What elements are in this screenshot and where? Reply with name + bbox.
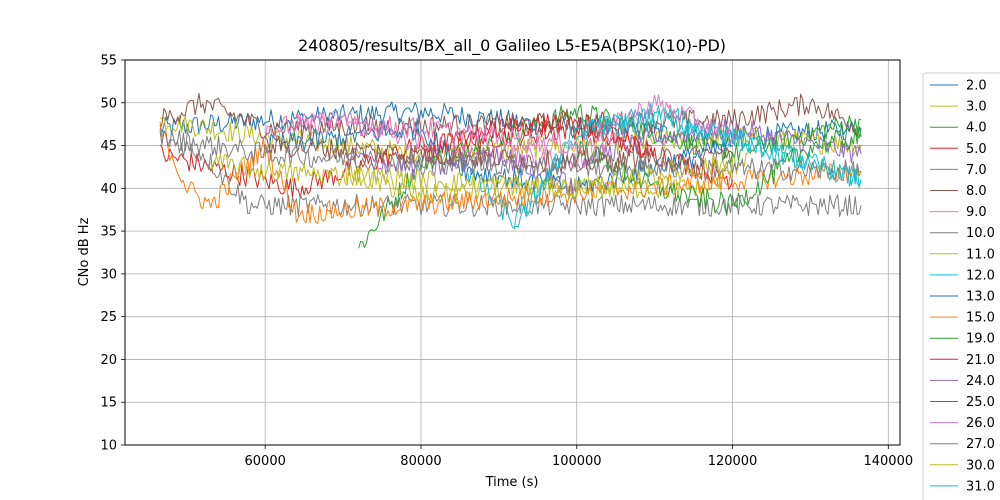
legend-entry-label: 8.0 (966, 184, 987, 199)
legend-entry-label: 24.0 (966, 374, 995, 389)
x-tick-label: 100000 (552, 454, 602, 469)
y-tick-label: 15 (100, 396, 117, 411)
chart-title: 240805/results/BX_all_0 Galileo L5-E5A(B… (298, 36, 726, 56)
legend-entry-label: 4.0 (966, 121, 987, 136)
y-tick-label: 55 (100, 54, 117, 69)
series-line-19.0 (576, 125, 862, 215)
legend-entry-label: 5.0 (966, 142, 987, 157)
series-line-4.0 (358, 104, 862, 249)
legend-entry-label: 2.0 (966, 79, 987, 94)
y-tick-label: 10 (100, 439, 117, 454)
legend-entry-label: 15.0 (966, 311, 995, 326)
x-axis-label: Time (s) (485, 475, 539, 490)
legend-entry-label: 31.0 (966, 479, 995, 494)
series-line-21.0 (420, 109, 655, 162)
legend-entry-label: 11.0 (966, 247, 995, 262)
legend-entry-label: 7.0 (966, 163, 987, 178)
legend-entry-label: 25.0 (966, 395, 995, 410)
series-line-31.0 (514, 108, 862, 228)
x-tick-label: 140000 (863, 454, 913, 469)
series-line-8.0 (159, 93, 862, 140)
y-tick-label: 50 (100, 96, 117, 111)
ticks: 60000 80000 100000 120000 140000 10 15 20 25 30 35… (100, 54, 913, 470)
series-line-26.0 (295, 94, 733, 154)
y-tick-label: 35 (100, 225, 117, 240)
y-tick-label: 45 (100, 139, 117, 154)
legend: 2.0 3.0 4.0 5.0 7.0 8.0 9.0 10.0 11.0 12.0 13.0 15.… (922, 72, 1000, 500)
series-line-30.0 (210, 153, 733, 200)
legend-entry-label: 9.0 (966, 205, 987, 220)
legend-entry-label: 12.0 (966, 268, 995, 283)
y-tick-label: 40 (100, 182, 117, 197)
series-layer (159, 93, 862, 249)
legend-entry-label: 19.0 (966, 332, 995, 347)
x-tick-label: 60000 (245, 454, 286, 469)
legend-entry-label: 13.0 (966, 290, 995, 305)
legend-entry-label: 30.0 (966, 458, 995, 473)
plot-frame (124, 59, 901, 446)
series-line-27.0 (159, 129, 862, 183)
y-tick-label: 30 (100, 267, 117, 282)
y-axis-label: CNo dB Hz (77, 217, 92, 286)
x-tick-label: 80000 (400, 454, 441, 469)
legend-entry-label: 3.0 (966, 100, 987, 115)
series-line-15.0 (159, 121, 862, 224)
legend-entry-label: 27.0 (966, 437, 995, 452)
series-line-25.0 (264, 135, 733, 174)
legend-entry-label: 21.0 (966, 353, 995, 368)
x-tick-label: 120000 (708, 454, 758, 469)
legend-entry-label: 26.0 (966, 416, 995, 431)
y-tick-label: 25 (100, 310, 117, 325)
y-tick-label: 20 (100, 353, 117, 368)
legend-box (922, 72, 1000, 500)
legend-entry-label: 10.0 (966, 226, 995, 241)
